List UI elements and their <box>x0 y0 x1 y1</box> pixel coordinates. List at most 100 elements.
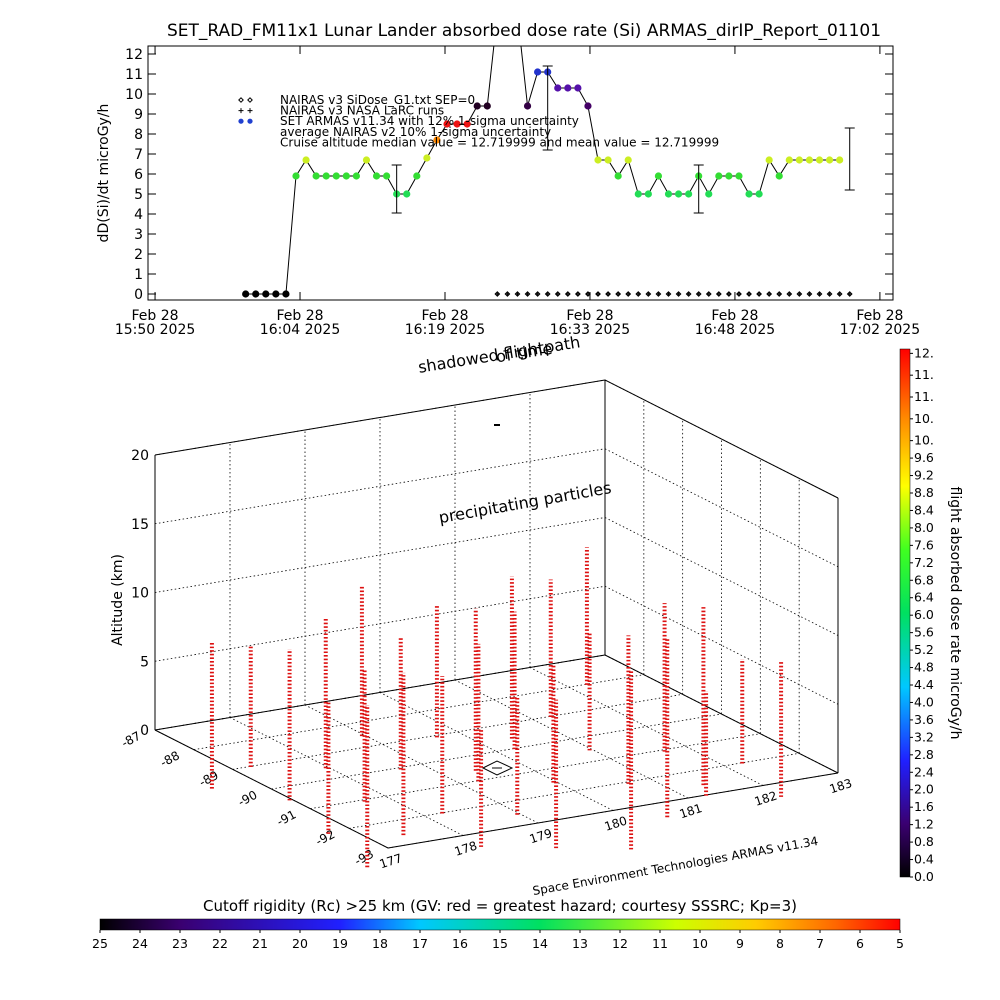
data-point <box>626 291 631 297</box>
data-point <box>646 291 651 297</box>
x-tick-label: Feb 28 17:02 2025 <box>840 308 920 338</box>
legend-marker <box>238 97 253 103</box>
colorbar-tick-label: 6 <box>856 936 864 951</box>
data-point <box>777 291 782 297</box>
data-point <box>514 291 521 297</box>
data-point <box>837 291 842 297</box>
data-point <box>705 291 712 297</box>
data-point <box>505 291 510 297</box>
axis-line <box>387 772 839 849</box>
data-point <box>322 172 330 180</box>
data-point <box>252 290 260 298</box>
colorbar-tick-label: 24 <box>132 936 148 951</box>
colorbar-tick-label: 5.6 <box>914 625 934 640</box>
data-point <box>523 102 532 110</box>
data-point <box>674 190 683 198</box>
y-tick-label: 1 <box>134 267 143 283</box>
legend-marker <box>238 118 244 124</box>
legend-marker <box>247 118 253 124</box>
data-point <box>695 291 702 297</box>
label-line: Feb 28 <box>856 308 903 324</box>
y-tick-label: 180 <box>603 813 629 833</box>
error-bar <box>391 164 402 214</box>
data-point <box>534 291 541 297</box>
colorbar-tick-label: 14 <box>532 936 548 951</box>
data-point <box>604 156 612 164</box>
data-point <box>272 290 280 298</box>
colorbar-tick-label: 11 <box>652 936 668 951</box>
colorbar <box>899 348 911 878</box>
data-point <box>815 156 824 164</box>
x-tick-label: Feb 28 16:33 2025 <box>550 308 630 338</box>
y-tick-label: 7 <box>134 147 143 163</box>
y-tick-label: 10 <box>125 87 143 103</box>
colorbar-tick-label: 11. <box>914 389 934 404</box>
data-point <box>656 291 661 297</box>
z-axis-label: Altitude (km) <box>110 554 126 646</box>
x-tick-label: Feb 28 16:19 2025 <box>405 308 485 338</box>
legend-label: NAIRAS v3 SiDose_G1.txt SEP=0 <box>280 93 475 107</box>
data-point <box>564 84 572 92</box>
colorbar-tick-label: 5 <box>896 936 904 951</box>
data-point <box>817 291 822 297</box>
data-point <box>795 156 803 164</box>
colorbar-tick-label: 0.8 <box>914 834 934 849</box>
data-point <box>433 136 441 144</box>
colorbar-tick-label: 22 <box>212 936 228 951</box>
data-point <box>403 190 411 198</box>
colorbar-tick-label: 4.4 <box>914 677 934 692</box>
error-bar <box>844 127 855 191</box>
label-line: 16:33 2025 <box>550 322 630 338</box>
y-tick-label: 5 <box>134 187 143 203</box>
flight-marker <box>481 760 514 776</box>
colorbar-tick-label: 0.4 <box>914 852 934 867</box>
annotation: Cruise altitude median value = 12.719999… <box>280 135 719 149</box>
data-point <box>654 172 663 180</box>
x-tick-label: Feb 28 16:48 2025 <box>695 308 775 338</box>
data-point <box>463 120 471 128</box>
x-tick-label: Feb 28 15:50 2025 <box>115 308 195 338</box>
data-point <box>383 172 391 180</box>
label-line: 16:19 2025 <box>405 322 485 338</box>
data-point <box>726 291 732 297</box>
data-point <box>825 156 834 164</box>
data-point <box>664 190 673 198</box>
data-point <box>756 291 762 297</box>
data-point <box>515 291 520 297</box>
data-point <box>535 291 540 297</box>
colorbar-tick-label: 13 <box>572 936 588 951</box>
y-tick-label: 3 <box>134 227 143 243</box>
data-point <box>615 291 621 297</box>
y-tick-label: 182 <box>753 788 779 808</box>
colorbar-tick-label: 19 <box>332 936 348 951</box>
y-tick-label: 9 <box>134 107 143 123</box>
colorbar-tick-label: 1.6 <box>914 799 934 814</box>
colorbar-tick-label: 7.6 <box>914 537 934 552</box>
legend-label: average NAIRAS v2 10% 1-sigma uncertaint… <box>280 125 551 139</box>
label-line: 15:50 2025 <box>115 322 195 338</box>
data-point <box>495 291 500 297</box>
colorbar-tick-label: 21 <box>252 936 268 951</box>
data-point <box>473 102 481 110</box>
colorbar-tick-label: 9.6 <box>914 450 934 465</box>
data-point <box>585 291 591 297</box>
label-line: Feb 28 <box>711 308 758 324</box>
x-tick-label: Feb 28 16:04 2025 <box>260 308 340 338</box>
axis-line <box>604 654 839 774</box>
data-point <box>836 156 844 164</box>
data-point <box>666 291 671 297</box>
grid-line <box>232 693 683 770</box>
error-bar <box>693 164 704 214</box>
data-point <box>787 291 792 297</box>
axis-line <box>154 729 389 849</box>
colorbar-tick-label: 12. <box>914 345 934 360</box>
colorbar-tick-label: 12 <box>612 936 628 951</box>
data-point <box>676 291 681 297</box>
label-line: Feb 28 <box>276 308 323 324</box>
data-point <box>423 154 431 162</box>
data-point <box>362 156 371 164</box>
data-point <box>554 84 562 92</box>
data-point <box>686 291 691 297</box>
